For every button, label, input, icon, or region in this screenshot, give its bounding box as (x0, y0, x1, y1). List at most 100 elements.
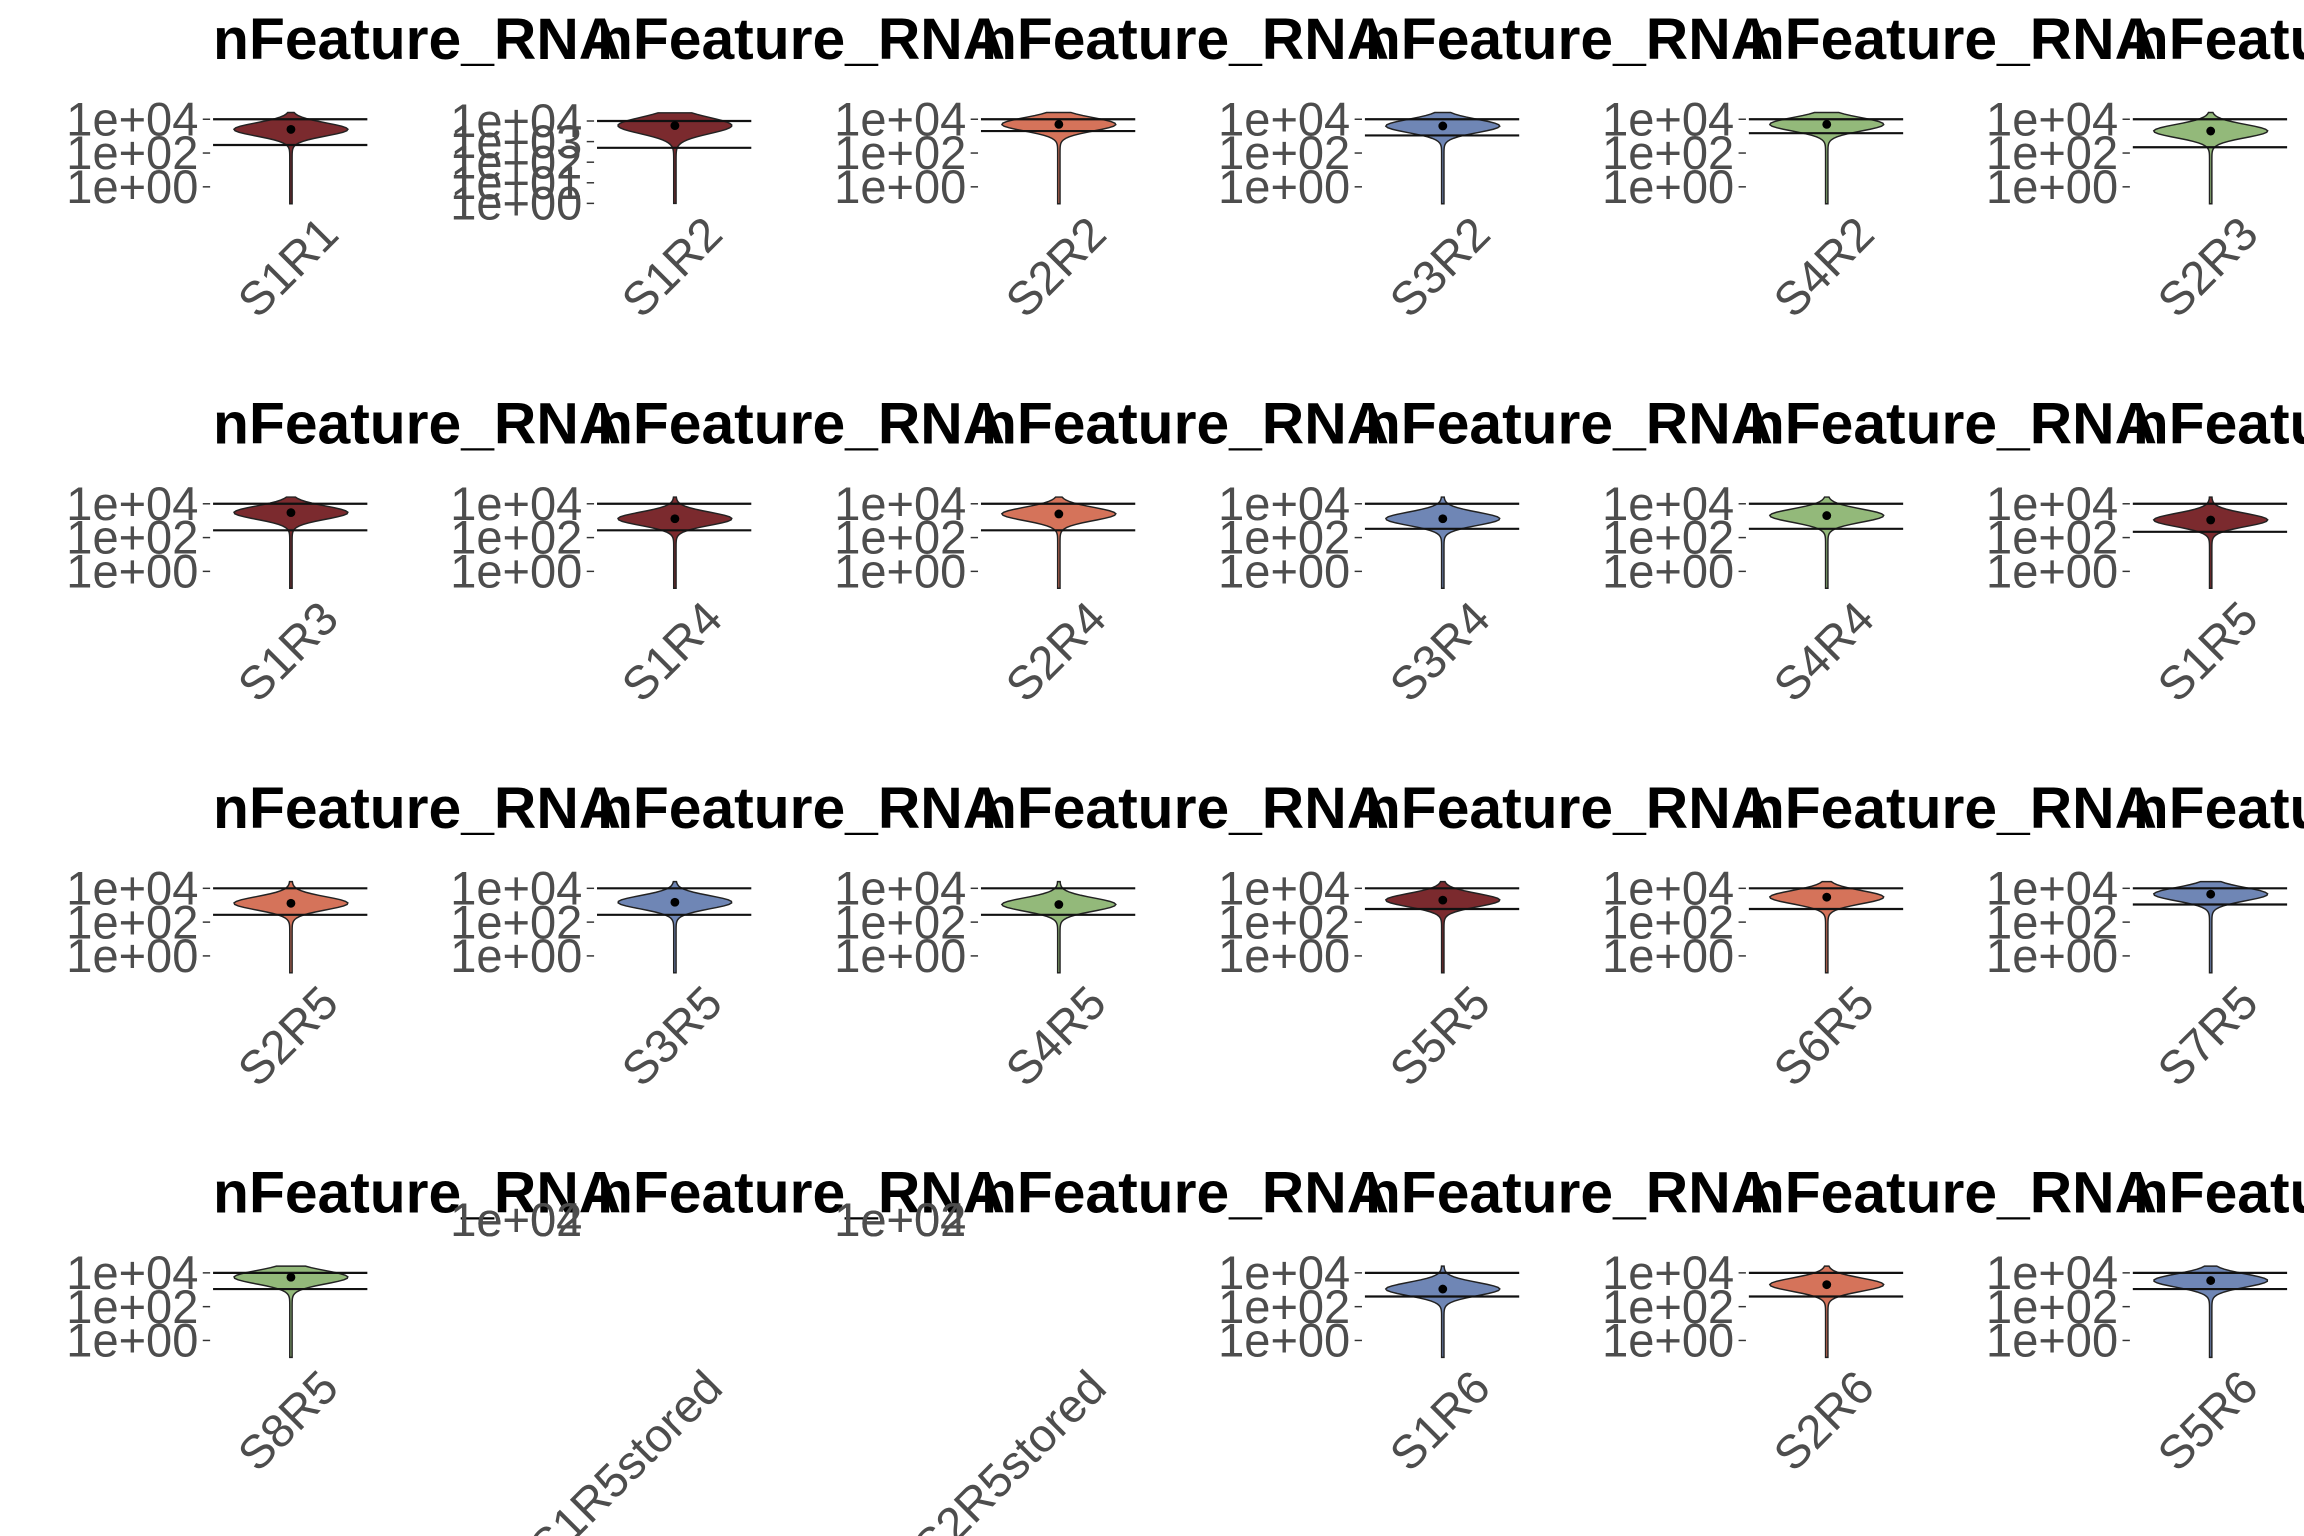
category-label: S1R6 (1379, 1360, 1500, 1481)
violin (233, 496, 349, 590)
panel-title: nFeature_RNA (213, 7, 621, 72)
y-tick-label: 1e+02 (1602, 511, 1734, 564)
mean-dot (286, 125, 296, 134)
panel-title: nFeature_RNA (2133, 7, 2304, 72)
panel-title: nFeature_RNA (597, 776, 1005, 841)
y-tick-label: 1e+04 (834, 477, 966, 530)
panel-title: nFeature_RNA (597, 1161, 1005, 1226)
y-tick-label: 1e+02 (1602, 895, 1734, 948)
mean-dot (286, 508, 296, 518)
violin (1768, 1265, 1885, 1359)
y-tick-label: 1e+00 (1602, 929, 1734, 982)
category-label: S2R3 (2147, 206, 2268, 327)
category-label: S2R2 (995, 206, 1116, 327)
violin (1000, 111, 1117, 205)
y-tick-label: 1e+00 (1602, 545, 1734, 598)
mean-dot (1822, 119, 1832, 129)
category-label: S3R2 (1379, 206, 1500, 327)
y-tick-label: 1e+04 (1218, 92, 1350, 145)
y-tick-label: 1e+02 (450, 1193, 582, 1246)
y-tick-label: 1e+02 (1986, 511, 2118, 564)
panel-title: nFeature_RNA (213, 776, 621, 841)
violin (2152, 111, 2269, 205)
y-tick-label: 1e+04 (450, 477, 582, 530)
y-tick-label: 1e+04 (834, 861, 966, 914)
category-label: S3R5 (611, 975, 732, 1096)
y-tick-label: 1e+02 (450, 895, 582, 948)
violin (233, 880, 349, 974)
y-tick-label: 1e+00 (450, 545, 582, 598)
violin (1768, 111, 1885, 205)
mean-dot (2206, 515, 2216, 525)
mean-dot (2206, 1276, 2216, 1285)
y-tick-label: 1e+02 (1986, 126, 2118, 179)
panel-title: nFeature_RNA (1365, 7, 1773, 72)
violin (617, 112, 733, 205)
y-tick-label: 1e+04 (450, 861, 582, 914)
panel-title: nFeature_RNA (1365, 776, 1773, 841)
category-label: S2R6 (1763, 1360, 1884, 1481)
y-tick-label: 1e+00 (66, 545, 198, 598)
mean-dot (670, 121, 680, 130)
category-label: S3R4 (1379, 591, 1500, 712)
category-label: S1R5 (2147, 591, 2268, 712)
panel-title: nFeature_RNA (2133, 776, 2304, 841)
category-label: S4R2 (1763, 206, 1884, 327)
category-label: S6R5 (1763, 975, 1884, 1096)
category-label: S7R5 (2147, 975, 2268, 1096)
y-tick-label: 1e+04 (450, 1193, 582, 1246)
category-label: S2R5 (227, 975, 348, 1096)
mean-dot (1054, 900, 1064, 909)
violin (1768, 880, 1885, 974)
y-tick-label: 1e+04 (450, 94, 582, 147)
mean-dot (1054, 509, 1064, 519)
y-tick-label: 1e+00 (66, 160, 198, 213)
mean-dot (1822, 511, 1832, 521)
y-tick-label: 1e+02 (1218, 895, 1350, 948)
category-label: S4R4 (1763, 591, 1884, 712)
panel-title: nFeature_RNA (1749, 392, 2157, 457)
mean-dot (1438, 121, 1448, 131)
panel-title: nFeature_RNA (981, 1161, 1389, 1226)
y-tick-label: 1e+02 (450, 135, 582, 188)
violin (1768, 496, 1885, 590)
category-label: S5R5 (1379, 975, 1500, 1096)
y-tick-label: 1e+02 (1602, 126, 1734, 179)
mean-dot (2206, 889, 2216, 899)
y-tick-label: 1e+04 (834, 92, 966, 145)
mean-dot (1822, 1280, 1832, 1290)
category-label: S2R4 (995, 591, 1116, 712)
panel-title: nFeature_RNA (981, 776, 1389, 841)
y-tick-label: 1e+00 (1602, 1314, 1734, 1367)
violin (232, 111, 349, 205)
y-tick-label: 1e+00 (1218, 160, 1350, 213)
panel-title: nFeature_RNA (981, 7, 1389, 72)
y-tick-label: 1e+04 (1602, 477, 1734, 530)
y-tick-label: 1e+04 (1602, 1246, 1734, 1299)
y-tick-label: 1e+00 (1218, 545, 1350, 598)
mean-dot (1054, 119, 1064, 129)
y-tick-label: 1e+02 (834, 1193, 966, 1246)
y-tick-label: 1e+04 (834, 1193, 966, 1246)
y-tick-label: 1e+02 (66, 895, 198, 948)
mean-dot (2206, 126, 2216, 136)
mean-dot (1438, 514, 1448, 524)
y-tick-label: 1e+00 (1986, 545, 2118, 598)
y-tick-label: 1e+04 (1986, 92, 2118, 145)
category-label: S4R5 (995, 975, 1116, 1096)
y-tick-label: 1e+00 (834, 929, 966, 982)
violin (1000, 496, 1117, 590)
violin (617, 880, 733, 974)
y-tick-label: 1e+00 (1986, 929, 2118, 982)
panel-title: nFeature_RNA (213, 392, 621, 457)
panel-title: nFeature_RNA (1749, 776, 2157, 841)
mean-dot (1822, 892, 1832, 902)
y-tick-label: 1e+00 (1602, 160, 1734, 213)
violin (2152, 880, 2269, 974)
mean-dot (1438, 1284, 1448, 1294)
category-label: S2R5stored (903, 1360, 1116, 1536)
y-tick-label: 1e+04 (1986, 1246, 2118, 1299)
y-tick-label: 1e+03 (450, 115, 582, 168)
mean-dot (286, 1272, 296, 1282)
mean-dot (1438, 895, 1448, 905)
